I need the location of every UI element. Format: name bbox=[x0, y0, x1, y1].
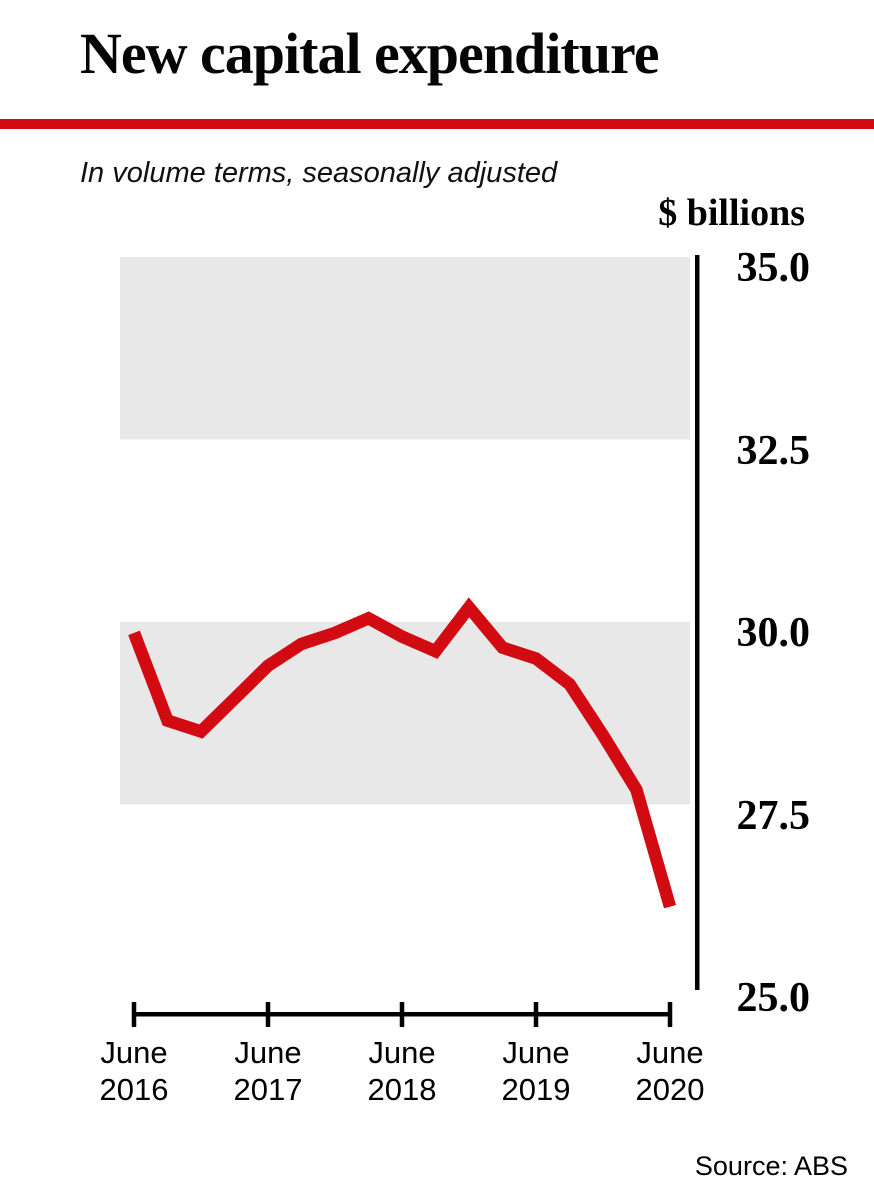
x-axis-tick-label: June 2019 bbox=[466, 1034, 606, 1108]
x-axis-tick-label: June 2018 bbox=[332, 1034, 472, 1108]
x-axis-tick-label-line: 2020 bbox=[635, 1072, 705, 1107]
y-axis-tick-label: 30.0 bbox=[736, 610, 811, 656]
x-axis-tick bbox=[265, 1002, 271, 1027]
chart-title: New capital expenditure bbox=[80, 21, 659, 86]
x-axis-tick bbox=[131, 1002, 137, 1027]
x-axis-tick-label-line: June bbox=[234, 1035, 302, 1070]
x-axis-tick-label-line: 2019 bbox=[501, 1072, 571, 1107]
x-axis-tick bbox=[399, 1002, 405, 1027]
x-axis-tick-label-line: 2016 bbox=[99, 1072, 169, 1107]
y-axis-tick-label: 32.5 bbox=[736, 427, 811, 474]
x-axis-tick bbox=[667, 1002, 673, 1027]
x-axis-tick bbox=[533, 1002, 539, 1027]
x-axis-tick-label: June 2020 bbox=[600, 1034, 740, 1108]
x-axis-tick-label-line: June bbox=[636, 1035, 704, 1070]
x-axis-tick-label-line: 2018 bbox=[367, 1072, 437, 1107]
y-axis-unit-label: $ billions bbox=[658, 192, 805, 234]
y-axis-line bbox=[695, 255, 700, 990]
chart-subtitle: In volume terms, seasonally adjusted bbox=[80, 157, 558, 189]
x-axis-tick-label-line: June bbox=[368, 1035, 436, 1070]
y-axis-tick-label: 25.0 bbox=[736, 975, 811, 1021]
x-axis-tick-label-line: June bbox=[100, 1035, 168, 1070]
x-axis-tick-label-line: June bbox=[502, 1035, 570, 1070]
grid-band bbox=[120, 257, 690, 440]
source-label: Source: ABS bbox=[694, 1151, 848, 1181]
x-axis-tick-label: June 2017 bbox=[198, 1034, 338, 1108]
x-axis-tick-label-line: 2017 bbox=[233, 1072, 303, 1107]
grid-band bbox=[120, 622, 690, 805]
y-axis-tick-label: 35.0 bbox=[736, 245, 811, 291]
capex-data-line bbox=[128, 597, 677, 909]
title-rule-divider bbox=[0, 119, 874, 129]
x-axis-tick-label: June 2016 bbox=[64, 1034, 204, 1108]
y-axis-tick-label: 27.5 bbox=[736, 792, 811, 839]
